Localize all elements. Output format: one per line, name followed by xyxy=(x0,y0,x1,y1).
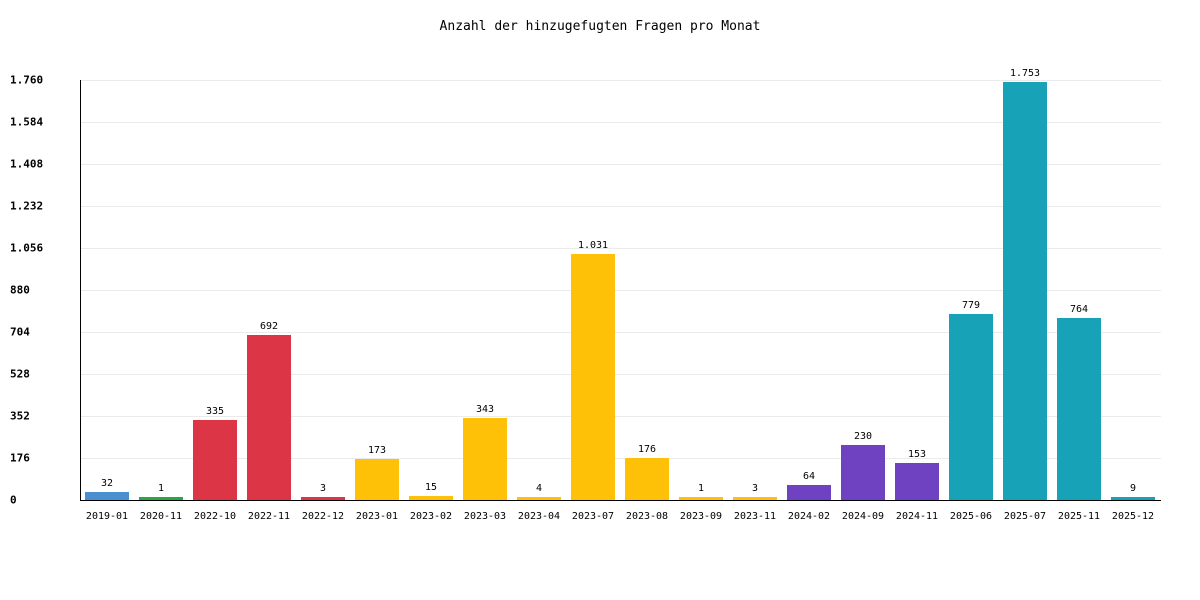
bar-value-label: 1.753 xyxy=(1009,67,1041,79)
bar-value-label: 15 xyxy=(424,482,438,494)
gridline xyxy=(81,290,1161,291)
bar-value-label: 3 xyxy=(319,483,327,494)
y-axis-line xyxy=(80,80,81,501)
gridline xyxy=(81,458,1161,459)
x-tick-label: 2023-02 xyxy=(409,511,453,522)
y-tick-label: 352 xyxy=(10,409,30,423)
bar-value-label: 64 xyxy=(802,470,816,482)
bar-2022-10[interactable] xyxy=(193,420,237,500)
bar-2023-09[interactable] xyxy=(679,497,723,500)
x-tick-label: 2020-11 xyxy=(139,511,183,522)
bar-value-label: 32 xyxy=(100,478,114,490)
bar-value-label: 335 xyxy=(205,406,225,418)
y-tick-label: 1.760 xyxy=(10,73,44,87)
bar-value-label: 3 xyxy=(751,483,759,494)
bar-2024-11[interactable] xyxy=(895,463,939,500)
x-tick-label: 2023-03 xyxy=(463,511,507,522)
x-tick-label: 2019-01 xyxy=(85,511,129,522)
x-axis-line xyxy=(80,500,1161,501)
bar-2023-02[interactable] xyxy=(409,496,453,500)
bar-value-label: 764 xyxy=(1069,303,1089,315)
gridline xyxy=(81,332,1161,333)
y-tick-label: 176 xyxy=(10,451,30,465)
x-tick-label: 2023-11 xyxy=(733,511,777,522)
bar-2023-11[interactable] xyxy=(733,497,777,500)
x-tick-label: 2022-10 xyxy=(193,511,237,522)
bar-value-label: 779 xyxy=(961,300,981,312)
bar-2025-12[interactable] xyxy=(1111,497,1155,500)
gridline xyxy=(81,374,1161,375)
y-tick-label: 528 xyxy=(10,367,30,381)
bar-2024-02[interactable] xyxy=(787,484,831,500)
x-tick-label: 2022-12 xyxy=(301,511,345,522)
x-tick-label: 2025-11 xyxy=(1057,511,1101,522)
chart-title: Anzahl der hinzugefugten Fragen pro Mona… xyxy=(439,19,761,34)
bar-value-label: 230 xyxy=(853,431,873,443)
x-tick-label: 2025-06 xyxy=(949,511,993,522)
x-tick-label: 2025-12 xyxy=(1111,511,1155,522)
bar-2025-06[interactable] xyxy=(949,314,993,500)
bar-2023-08[interactable] xyxy=(625,458,669,500)
y-tick-label: 1.056 xyxy=(10,241,44,255)
gridline xyxy=(81,164,1161,165)
y-tick-label: 1.408 xyxy=(10,157,44,171)
x-tick-label: 2024-09 xyxy=(841,511,885,522)
gridline xyxy=(81,80,1161,81)
bar-value-label: 692 xyxy=(259,320,279,332)
bar-value-label: 343 xyxy=(475,404,495,416)
x-tick-label: 2023-04 xyxy=(517,511,561,522)
bar-value-label: 153 xyxy=(907,449,927,461)
x-tick-label: 2024-11 xyxy=(895,511,939,522)
gridline xyxy=(81,122,1161,123)
y-tick-label: 0 xyxy=(10,493,17,507)
bar-value-label: 173 xyxy=(367,444,387,456)
gridline xyxy=(81,416,1161,417)
bar-2020-11[interactable] xyxy=(139,497,183,500)
x-tick-label: 2023-08 xyxy=(625,511,669,522)
y-tick-label: 704 xyxy=(10,325,30,339)
x-tick-label: 2022-11 xyxy=(247,511,291,522)
bar-value-label: 1 xyxy=(157,483,165,494)
bar-value-label: 1 xyxy=(697,483,705,494)
x-tick-label: 2024-02 xyxy=(787,511,831,522)
x-tick-label: 2023-07 xyxy=(571,511,615,522)
bar-2025-11[interactable] xyxy=(1057,317,1101,500)
x-tick-label: 2023-09 xyxy=(679,511,723,522)
bar-value-label: 176 xyxy=(637,444,657,455)
bar-value-label: 1.031 xyxy=(577,239,609,251)
y-tick-label: 880 xyxy=(10,283,30,297)
gridline xyxy=(81,206,1161,207)
bar-2024-09[interactable] xyxy=(841,445,885,500)
bar-value-label: 9 xyxy=(1129,483,1137,494)
bar-2025-07[interactable] xyxy=(1003,81,1047,500)
x-tick-label: 2023-01 xyxy=(355,511,399,522)
y-tick-label: 1.232 xyxy=(10,199,44,213)
bar-2019-01[interactable] xyxy=(85,492,129,500)
bar-value-label: 4 xyxy=(535,483,543,494)
bar-2022-11[interactable] xyxy=(247,334,291,500)
x-tick-label: 2025-07 xyxy=(1003,511,1047,522)
gridline xyxy=(81,248,1161,249)
bar-2023-01[interactable] xyxy=(355,458,399,500)
bar-2023-03[interactable] xyxy=(463,418,507,500)
bar-2023-04[interactable] xyxy=(517,497,561,500)
bar-2022-12[interactable] xyxy=(301,497,345,500)
bar-2023-07[interactable] xyxy=(571,253,615,500)
y-tick-label: 1.584 xyxy=(10,115,44,129)
